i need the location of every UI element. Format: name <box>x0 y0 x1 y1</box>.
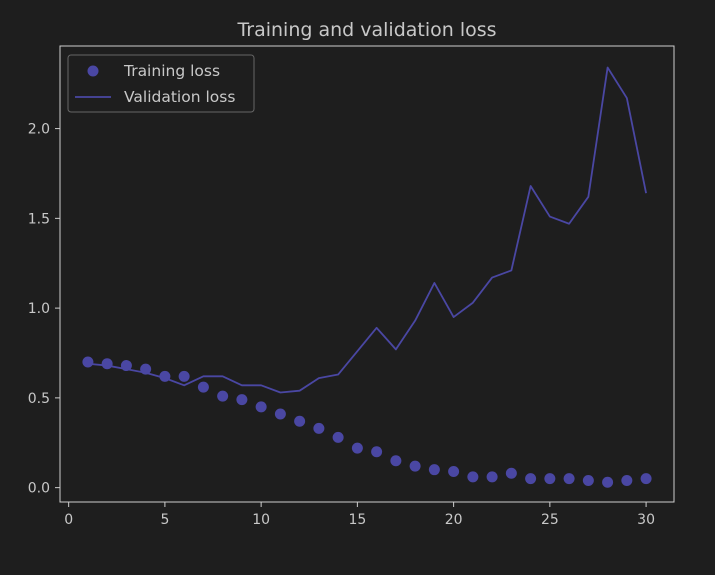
y-tick-label: 1.0 <box>28 301 50 317</box>
validation-loss-line <box>87 66 647 394</box>
training-loss-point <box>428 464 440 476</box>
training-loss-point <box>101 358 113 370</box>
training-loss-point <box>486 471 498 483</box>
training-loss-point <box>178 370 190 382</box>
legend-label: Training loss <box>123 62 220 80</box>
training-loss-point <box>217 390 229 402</box>
training-loss-point <box>390 455 402 467</box>
legend: Training loss Validation loss <box>67 54 255 113</box>
y-tick-label: 2.0 <box>28 122 50 138</box>
plot-area: 0 5 10 15 20 25 30 0.0 0.5 1.0 1.5 2.0 Training loss… <box>28 45 675 528</box>
training-loss-point <box>313 422 325 434</box>
training-loss-point <box>197 381 209 393</box>
y-tick-label: 0.0 <box>28 481 50 497</box>
training-loss-point <box>140 363 152 375</box>
training-loss-point <box>332 431 344 443</box>
axes-frame <box>59 45 675 503</box>
legend-box <box>67 54 255 113</box>
training-loss-point <box>294 415 306 427</box>
training-loss-point <box>467 471 479 483</box>
legend-marker-training <box>87 65 99 77</box>
x-tick-label: 10 <box>252 512 270 528</box>
training-loss-point <box>544 473 556 485</box>
training-loss-point <box>371 446 383 458</box>
y-tick-label: 0.5 <box>28 391 50 407</box>
training-loss-point <box>582 474 594 486</box>
training-loss-point <box>82 356 94 368</box>
training-loss-point <box>255 401 267 413</box>
training-loss-point <box>525 473 537 485</box>
x-tick-label: 5 <box>160 512 169 528</box>
training-loss-point <box>236 394 248 406</box>
chart-title: Training and validation loss <box>236 19 496 41</box>
training-loss-point <box>640 473 652 485</box>
x-tick-label: 0 <box>64 512 73 528</box>
x-tick-label: 25 <box>541 512 559 528</box>
legend-label: Validation loss <box>124 88 235 106</box>
training-loss-point <box>505 467 517 479</box>
x-tick-label: 30 <box>637 512 655 528</box>
training-loss-point <box>120 360 132 372</box>
x-tick-label: 15 <box>348 512 366 528</box>
training-loss-point <box>602 476 614 488</box>
training-loss-point <box>351 442 363 454</box>
training-loss-point <box>448 465 460 477</box>
training-loss-point <box>274 408 286 420</box>
x-tick-label: 20 <box>445 512 463 528</box>
training-loss-point <box>159 370 171 382</box>
y-tick-label: 1.5 <box>28 211 50 227</box>
training-loss-point <box>621 474 633 486</box>
training-loss-point <box>563 473 575 485</box>
training-loss-point <box>409 460 421 472</box>
